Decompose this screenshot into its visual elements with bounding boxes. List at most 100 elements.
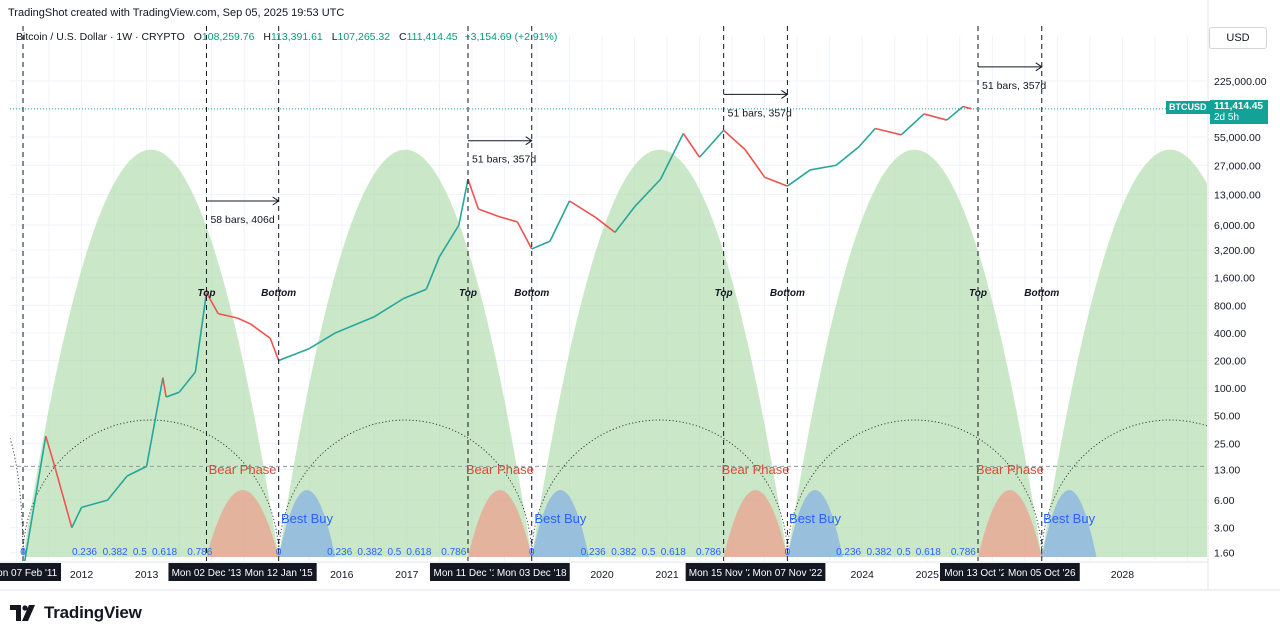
cycle-label: Bottom [770,288,805,299]
y-tick-label: 1,600.00 [1214,273,1255,285]
price-series-segment [81,499,108,509]
y-tick-label: 6.00 [1214,495,1235,507]
last-price-countdown: 2d 5h [1214,112,1240,123]
bear-phase-label: Bear Phase [976,462,1044,477]
last-price-badge: 111,414.45 2d 5h [1210,100,1268,124]
price-series-segment [858,127,876,148]
x-date-label: Mon 07 Nov '22 [753,568,823,579]
dotted-cycle-arc [278,419,533,558]
fib-level-label: 0.786 [951,547,976,558]
y-tick-label: 6,000.00 [1214,220,1255,232]
y-tick-label: 50.00 [1214,411,1240,423]
y-tick-label: 27,000.00 [1214,160,1261,172]
symbol-name[interactable]: Bitcoin / U.S. Dollar · 1W · CRYPTO [16,31,185,43]
bear-phase-label: Bear Phase [466,462,534,477]
price-series-segment [531,240,551,250]
price-series-segment [126,465,147,477]
x-date-label: Mon 07 Feb '11 [0,568,58,579]
fib-level-label: 0 [276,547,282,558]
x-date-badge [168,563,245,581]
price-series-segment [467,178,480,210]
price-series-segment [659,133,685,180]
price-series-segment [962,105,972,110]
fib-level-label: 0.5 [133,547,147,558]
fib-level-label: 0.786 [441,547,466,558]
x-tick-label: 2013 [135,569,159,581]
price-series-segment [45,435,57,470]
price-series-segment [698,129,725,158]
fib-level-label: 0 [20,547,26,558]
measure-label: 51 bars, 357d [472,154,536,166]
y-tick-label: 100.00 [1214,383,1246,395]
measure-label: 58 bars, 406d [210,214,274,226]
plot-area: Top Bottom Top Bottom Top Bottom Top Bottom 58 b… [10,26,1207,561]
fib-level-label: 0.236 [72,547,97,558]
x-tick-label: 2012 [70,569,94,581]
cycle-label: Top [969,288,987,299]
currency-button[interactable]: USD [1209,27,1267,49]
x-date-label: Mon 15 Nov '21 [689,568,759,579]
measure-arrow-head [1035,62,1043,72]
price-series-segment [54,469,73,528]
last-price-value: 111,414.45 [1214,101,1263,112]
fib-level-label: 0.618 [661,547,686,558]
price-series-segment [165,391,180,398]
fib-level-label: 0.236 [581,547,606,558]
price-series-segment [516,221,533,250]
price-series-segment [946,105,964,121]
price-series-segment [633,178,662,208]
price-series-segment [373,297,405,318]
best-buy-arch [787,490,843,557]
x-date-label: Mon 12 Jan '15 [245,568,314,579]
x-date-label: Mon 05 Oct '26 [1008,568,1076,579]
y-tick-label: 55,000.00 [1214,132,1261,144]
dotted-cycle-arc [10,437,24,558]
fib-level-label: 0.5 [897,547,911,558]
price-series-segment [403,288,427,300]
cycle-label: Bottom [1024,288,1059,299]
x-tick-label: 2028 [1111,569,1135,581]
measure-arrow-head [272,196,280,206]
y-tick-label: 225,000.00 [1214,76,1267,88]
measure-arrow-head [525,136,533,146]
price-series-segment [269,337,280,361]
price-series-segment [237,317,252,325]
y-tick-label: 25.00 [1214,438,1240,450]
price-series-segment [425,256,441,290]
price-series-segment [162,377,167,398]
price-series-segment [478,208,499,217]
best-buy-arch [278,490,336,557]
y-tick-label: 13,000.00 [1214,189,1261,201]
price-series-segment [106,475,128,501]
price-series-segment [71,507,83,529]
price-series-segment [250,323,271,339]
created-by-note: TradingShot created with TradingView.com… [8,7,345,19]
x-date-label: Mon 03 Dec '18 [497,568,567,579]
ohlc-h-label: H [263,31,271,43]
price-series-segment [23,435,47,561]
x-tick-label: 2025 [916,569,940,581]
measure-label: 51 bars, 357d [728,107,792,119]
best-buy-label: Best Buy [281,511,334,526]
price-series-segment [744,149,766,178]
fib-level-label: 0.382 [357,547,382,558]
price-series-segment [217,312,238,319]
bear-phase-arch [467,490,532,557]
price-series-segment [810,164,837,171]
ohlc-low: 107,265.32 [337,31,391,43]
fib-level-label: 0.5 [642,547,656,558]
tradingview-logo[interactable]: TradingView [10,603,142,623]
green-cycle-arch [23,149,279,557]
ohlc-l-label: L [331,31,338,43]
price-series-segment [682,133,701,158]
fib-level-label: 0 [529,547,535,558]
y-tick-label: 800.00 [1214,300,1246,312]
tradingview-logo-text: TradingView [44,603,142,622]
x-date-label: Mon 13 Oct '25 [944,568,1012,579]
price-series-segment [595,216,616,234]
price-series-segment [458,179,469,226]
x-tick-label: 2017 [395,569,419,581]
last-price-ticker-badge: BTCUSD [1166,101,1210,114]
symbol-legend: Bitcoin / U.S. Dollar · 1W · CRYPTO O108… [16,31,557,43]
